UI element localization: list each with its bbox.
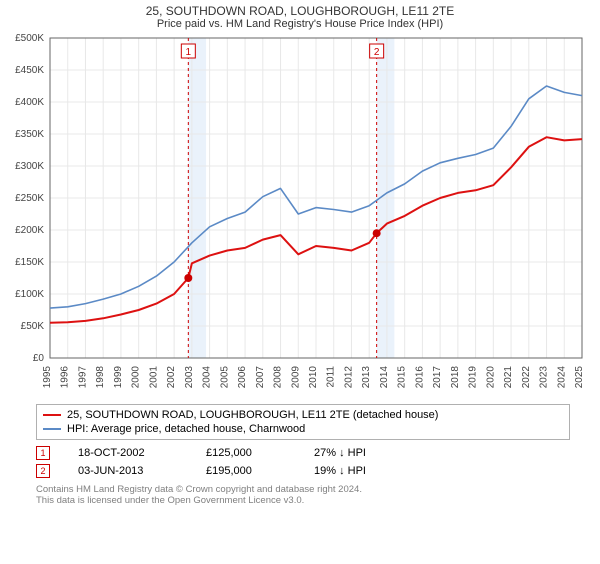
svg-text:2005: 2005	[219, 366, 230, 389]
svg-text:1995: 1995	[42, 366, 53, 389]
chart-titles: 25, SOUTHDOWN ROAD, LOUGHBOROUGH, LE11 2…	[0, 4, 600, 30]
svg-text:£500K: £500K	[15, 33, 44, 44]
svg-text:2006: 2006	[237, 366, 248, 389]
marker-badge: 2	[36, 464, 50, 478]
legend-row: HPI: Average price, detached house, Char…	[43, 422, 563, 436]
svg-text:2: 2	[374, 47, 380, 58]
sale-date: 03-JUN-2013	[78, 465, 178, 477]
svg-text:2003: 2003	[184, 366, 195, 389]
table-row: 1 18-OCT-2002 £125,000 27% ↓ HPI	[36, 444, 570, 462]
svg-text:£250K: £250K	[15, 193, 44, 204]
svg-text:2007: 2007	[255, 366, 266, 389]
sale-price: £125,000	[206, 447, 286, 459]
legend-swatch	[43, 428, 61, 430]
svg-text:£300K: £300K	[15, 161, 44, 172]
svg-text:2015: 2015	[397, 366, 408, 389]
svg-text:£350K: £350K	[15, 129, 44, 140]
svg-text:2021: 2021	[503, 366, 514, 389]
footer-line1: Contains HM Land Registry data © Crown c…	[36, 484, 570, 495]
svg-text:2020: 2020	[485, 366, 496, 389]
legend: 25, SOUTHDOWN ROAD, LOUGHBOROUGH, LE11 2…	[36, 404, 570, 440]
svg-text:2025: 2025	[574, 366, 585, 389]
svg-text:1997: 1997	[77, 366, 88, 389]
title-line2: Price paid vs. HM Land Registry's House …	[0, 18, 600, 30]
sale-delta: 27% ↓ HPI	[314, 447, 366, 459]
svg-text:2018: 2018	[450, 366, 461, 389]
legend-swatch	[43, 414, 61, 416]
title-line1: 25, SOUTHDOWN ROAD, LOUGHBOROUGH, LE11 2…	[0, 4, 600, 18]
sale-price: £195,000	[206, 465, 286, 477]
svg-text:2023: 2023	[539, 366, 550, 389]
svg-text:1998: 1998	[95, 366, 106, 389]
svg-text:1: 1	[186, 47, 192, 58]
attribution: Contains HM Land Registry data © Crown c…	[36, 484, 570, 506]
svg-text:2010: 2010	[308, 366, 319, 389]
sale-date: 18-OCT-2002	[78, 447, 178, 459]
svg-text:2002: 2002	[166, 366, 177, 389]
svg-text:2000: 2000	[131, 366, 142, 389]
svg-text:2001: 2001	[148, 366, 159, 389]
legend-label: HPI: Average price, detached house, Char…	[67, 423, 305, 435]
table-row: 2 03-JUN-2013 £195,000 19% ↓ HPI	[36, 462, 570, 480]
svg-text:2012: 2012	[343, 366, 354, 389]
svg-text:2013: 2013	[361, 366, 372, 389]
svg-text:£450K: £450K	[15, 65, 44, 76]
svg-text:2004: 2004	[202, 366, 213, 389]
svg-text:£0: £0	[33, 353, 45, 364]
svg-text:1999: 1999	[113, 366, 124, 389]
sales-table: 1 18-OCT-2002 £125,000 27% ↓ HPI 2 03-JU…	[36, 444, 570, 480]
svg-text:£200K: £200K	[15, 225, 44, 236]
svg-text:2016: 2016	[414, 366, 425, 389]
svg-text:£150K: £150K	[15, 257, 44, 268]
sale-delta: 19% ↓ HPI	[314, 465, 366, 477]
legend-label: 25, SOUTHDOWN ROAD, LOUGHBOROUGH, LE11 2…	[67, 409, 438, 421]
svg-text:2011: 2011	[326, 366, 337, 388]
svg-text:1996: 1996	[60, 366, 71, 389]
svg-text:£50K: £50K	[21, 321, 45, 332]
price-chart: £0 £50K £100K £150K £200K £250K £300K £350K £400…	[0, 30, 600, 400]
svg-text:2019: 2019	[468, 366, 479, 389]
svg-text:2024: 2024	[556, 366, 567, 389]
svg-text:2008: 2008	[273, 366, 284, 389]
svg-text:2017: 2017	[432, 366, 443, 389]
footer-line2: This data is licensed under the Open Gov…	[36, 495, 570, 506]
marker-badge: 1	[36, 446, 50, 460]
svg-text:£100K: £100K	[15, 289, 44, 300]
legend-row: 25, SOUTHDOWN ROAD, LOUGHBOROUGH, LE11 2…	[43, 408, 563, 422]
svg-text:£400K: £400K	[15, 97, 44, 108]
svg-text:2014: 2014	[379, 366, 390, 389]
svg-text:2022: 2022	[521, 366, 532, 389]
svg-text:2009: 2009	[290, 366, 301, 389]
